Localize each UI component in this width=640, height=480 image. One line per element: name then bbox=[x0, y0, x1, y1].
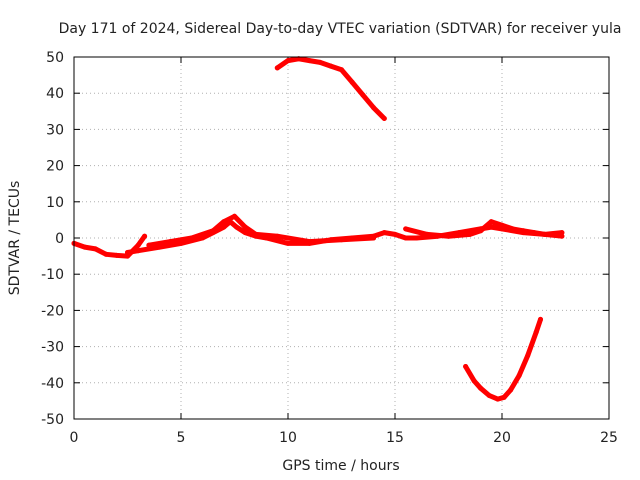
data-point bbox=[285, 240, 291, 246]
data-point bbox=[463, 364, 469, 369]
data-point bbox=[486, 393, 492, 398]
series-sat-f bbox=[463, 316, 543, 402]
y-tick-label: -20 bbox=[41, 303, 64, 319]
x-tick-label: 5 bbox=[177, 430, 186, 446]
data-point bbox=[488, 219, 494, 225]
data-point bbox=[508, 387, 514, 393]
data-point bbox=[242, 230, 248, 236]
data-point bbox=[467, 231, 473, 237]
data-point bbox=[542, 231, 548, 237]
data-point bbox=[478, 228, 484, 234]
data-point bbox=[135, 248, 141, 254]
y-axis-label: SDTVAR / TECUs bbox=[7, 181, 23, 296]
data-point bbox=[471, 378, 477, 384]
data-point bbox=[403, 235, 409, 241]
data-point bbox=[142, 233, 148, 239]
data-point bbox=[296, 56, 302, 62]
data-point bbox=[189, 235, 195, 241]
data-point bbox=[328, 63, 334, 69]
data-point bbox=[317, 59, 323, 65]
series-sat-c bbox=[146, 213, 377, 248]
y-tick-label: 50 bbox=[46, 50, 64, 66]
data-point bbox=[253, 231, 259, 237]
y-tick-label: 40 bbox=[46, 86, 64, 102]
data-point bbox=[167, 239, 173, 245]
data-point bbox=[92, 246, 98, 252]
y-tick-label: 20 bbox=[46, 159, 64, 175]
data-point bbox=[531, 230, 537, 236]
data-point bbox=[125, 253, 130, 259]
data-point bbox=[82, 244, 88, 250]
data-point bbox=[339, 237, 344, 243]
x-axis-label: GPS time / hours bbox=[282, 458, 399, 474]
data-point bbox=[559, 233, 565, 239]
data-point bbox=[533, 329, 539, 335]
data-point bbox=[114, 252, 120, 258]
data-point bbox=[403, 226, 409, 232]
y-tick-label: -50 bbox=[41, 412, 64, 428]
plot-frame bbox=[73, 56, 610, 420]
x-tick-label: 10 bbox=[279, 430, 297, 446]
y-tick-label: -10 bbox=[41, 267, 64, 283]
data-point bbox=[424, 231, 430, 237]
data-point bbox=[371, 235, 377, 241]
data-point bbox=[210, 228, 216, 234]
data-point bbox=[274, 65, 280, 71]
data-point bbox=[381, 230, 387, 236]
data-point bbox=[234, 224, 240, 230]
data-point bbox=[371, 105, 377, 111]
data-point bbox=[516, 373, 522, 379]
data-point bbox=[499, 222, 505, 228]
chart-title: Day 171 of 2024, Sidereal Day-to-day VTE… bbox=[59, 21, 622, 37]
data-point bbox=[446, 233, 451, 239]
y-tick-label: -30 bbox=[41, 340, 64, 356]
data-series bbox=[71, 56, 565, 402]
data-point bbox=[221, 219, 227, 225]
ticks: 0 5 10 15 20 25 50 40 30 20 10 0 -10 -20 -30 -40 -50 bbox=[41, 50, 618, 446]
data-point bbox=[525, 353, 531, 359]
data-point bbox=[538, 316, 543, 322]
x-tick-label: 25 bbox=[600, 430, 618, 446]
data-point bbox=[306, 239, 312, 245]
data-point bbox=[232, 213, 237, 219]
data-point bbox=[306, 58, 312, 64]
data-point bbox=[339, 67, 344, 73]
y-tick-label: 0 bbox=[55, 231, 64, 247]
data-point bbox=[413, 235, 419, 241]
x-tick-label: 15 bbox=[386, 430, 404, 446]
data-point bbox=[103, 251, 109, 257]
y-tick-label: 10 bbox=[46, 195, 64, 211]
data-point bbox=[135, 242, 141, 248]
data-point bbox=[501, 394, 507, 400]
y-tick-label: -40 bbox=[41, 376, 64, 392]
x-tick-label: 20 bbox=[493, 430, 511, 446]
data-point bbox=[242, 224, 248, 230]
x-tick-label: 0 bbox=[70, 430, 79, 446]
data-point bbox=[146, 242, 152, 248]
data-point bbox=[381, 116, 387, 121]
data-point bbox=[478, 385, 484, 391]
data-point bbox=[495, 396, 501, 402]
data-point bbox=[349, 79, 355, 85]
y-tick-label: 30 bbox=[46, 122, 64, 138]
data-point bbox=[285, 58, 291, 64]
data-point bbox=[125, 250, 130, 255]
data-point bbox=[392, 231, 398, 237]
data-point bbox=[274, 233, 280, 239]
data-point bbox=[510, 226, 516, 232]
data-point bbox=[520, 228, 526, 234]
data-point bbox=[360, 92, 366, 98]
